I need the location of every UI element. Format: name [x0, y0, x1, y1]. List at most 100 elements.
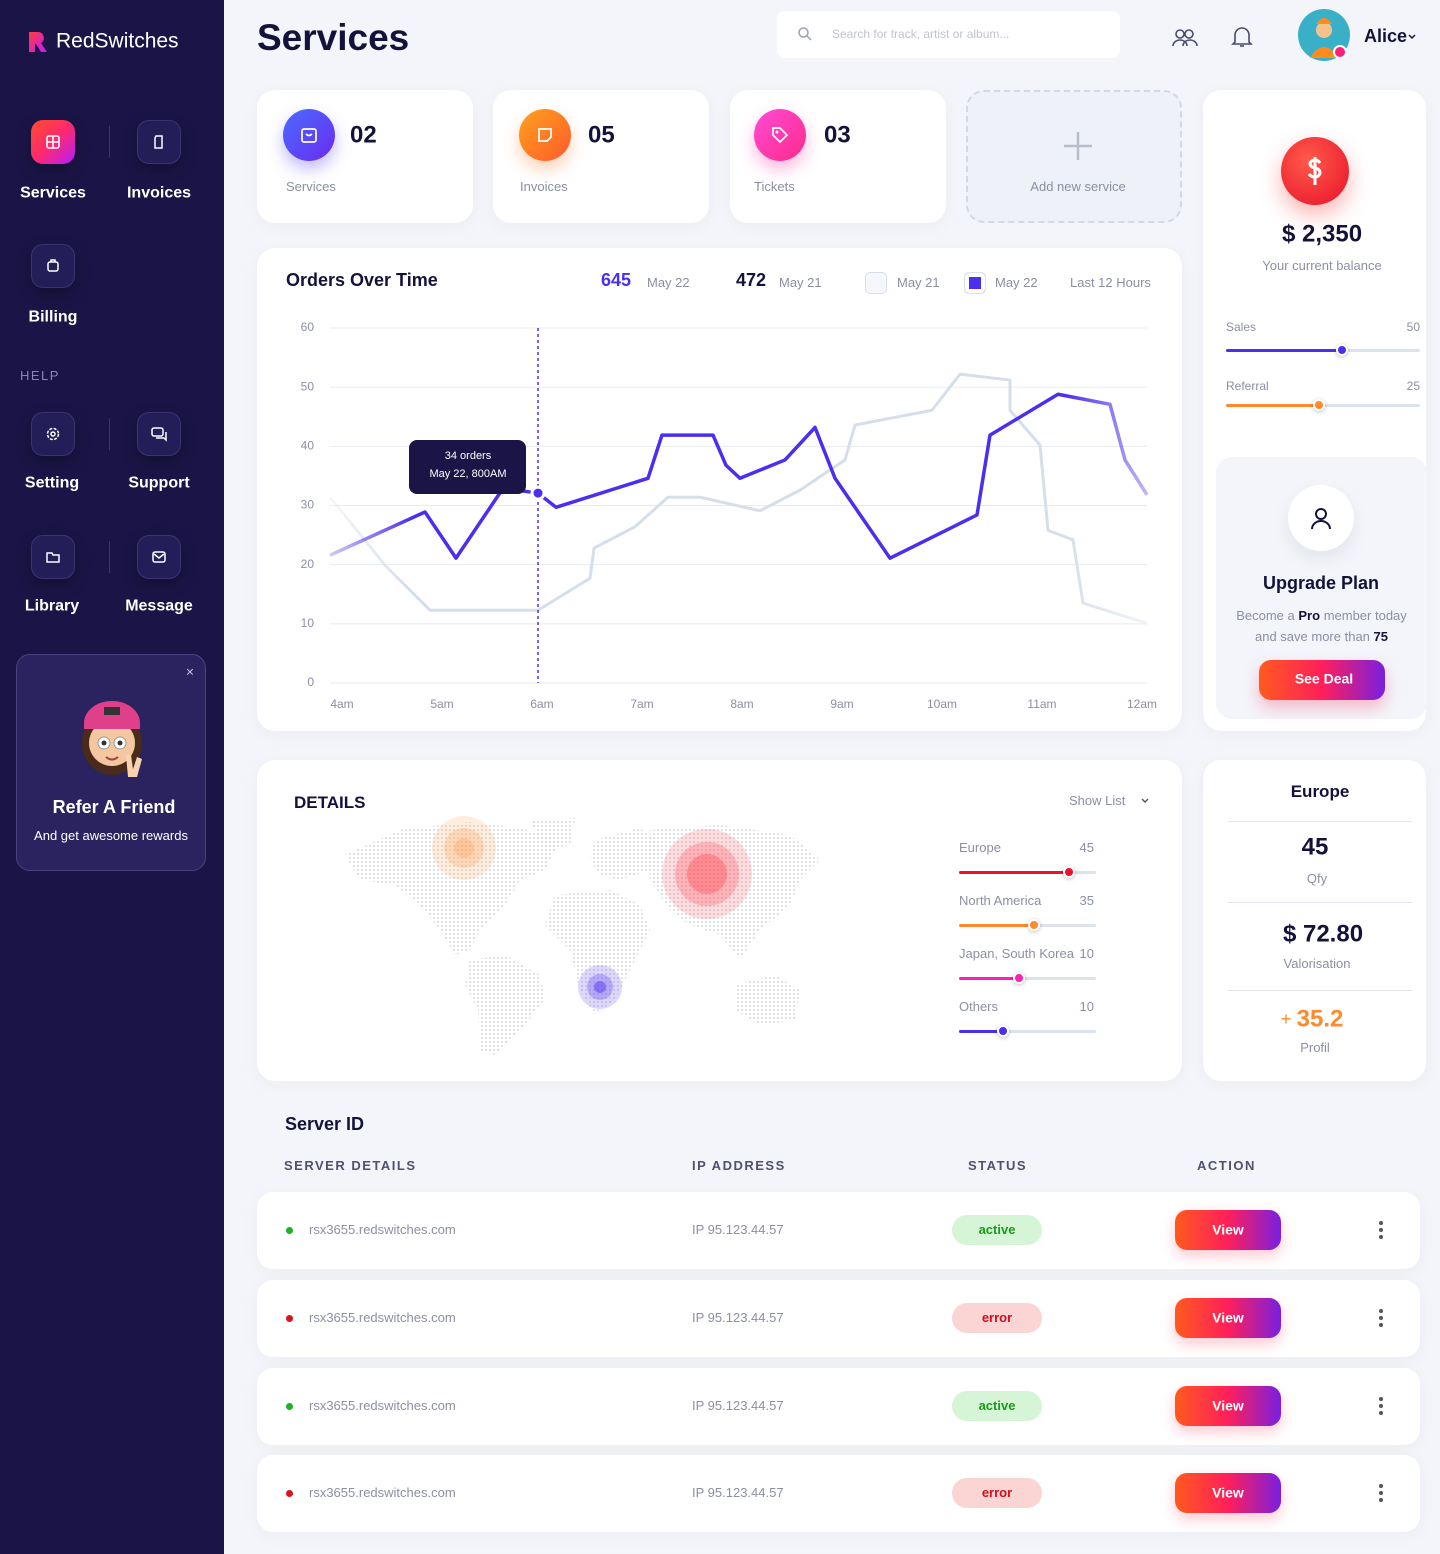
slider-thumb[interactable] — [1013, 972, 1026, 984]
divider — [1228, 990, 1412, 991]
range-select[interactable]: Last 12 Hours — [1070, 275, 1151, 291]
slider-track — [959, 972, 1096, 984]
profit-sign: + — [1280, 1009, 1292, 1030]
slider-track — [959, 866, 1096, 878]
see-deal-button[interactable] — [1259, 660, 1385, 700]
more-menu[interactable] — [1377, 1220, 1385, 1240]
nav-label[interactable]: Services — [20, 184, 86, 202]
promo-avatar — [82, 701, 142, 777]
legend-label[interactable]: May 21 — [897, 275, 940, 291]
slider-thumb[interactable] — [1028, 919, 1041, 931]
logo — [29, 32, 47, 52]
legend-label[interactable]: May 22 — [995, 275, 1038, 291]
nav-label[interactable]: Invoices — [126, 184, 192, 202]
table-title: Server ID — [285, 1114, 365, 1135]
slider-thumb[interactable] — [1062, 866, 1075, 878]
slider-label: Sales — [1226, 319, 1257, 334]
server-ip: IP 95.123.44.57 — [692, 1310, 784, 1326]
search-box[interactable] — [777, 11, 1120, 58]
summary-label: May 21 — [779, 275, 822, 291]
status-dot — [286, 1490, 293, 1497]
nav-message[interactable] — [137, 535, 181, 579]
chart: 0 10 20 30 40 50 60 4am 5am 6am 7am 8am 9am 10am 11am 1… — [301, 320, 1157, 711]
chart-card: 0 10 20 30 40 50 60 4am 5am 6am 7am 8am 9am 10am 11am 1… — [257, 248, 1182, 731]
nav-invoices[interactable] — [137, 120, 181, 164]
user-avatar[interactable] — [1296, 8, 1356, 64]
nav-label[interactable]: Library — [24, 597, 80, 615]
view-button[interactable] — [1175, 1298, 1281, 1338]
server-host: rsx3655.redswitches.com — [309, 1485, 456, 1501]
x-tick-label: 10am — [927, 697, 957, 711]
world-map — [345, 816, 820, 1055]
page-title: Services — [257, 16, 410, 58]
show-list[interactable]: Show List — [1069, 793, 1126, 809]
nav-support[interactable] — [137, 412, 181, 456]
region-name: Japan, South Korea — [959, 946, 1074, 962]
y-tick-label: 40 — [301, 439, 315, 453]
add-service-label: Add new service — [1030, 179, 1126, 195]
stat-card — [257, 90, 473, 223]
slider-value: 50 — [1406, 319, 1420, 334]
column-header: ACTION — [1197, 1158, 1256, 1174]
slider-label: Referral — [1226, 378, 1269, 393]
view-button[interactable] — [1175, 1386, 1281, 1426]
close-button[interactable]: × — [185, 663, 195, 680]
view-label[interactable]: View — [1212, 1484, 1244, 1501]
region-value: 45 — [1079, 840, 1094, 856]
details-card — [257, 760, 1182, 1081]
add-service-card[interactable] — [966, 90, 1182, 223]
view-label[interactable]: View — [1212, 1397, 1244, 1414]
column-header: SERVER DETAILS — [284, 1158, 417, 1174]
server-status: active — [978, 1222, 1016, 1238]
view-label[interactable]: View — [1212, 1221, 1244, 1238]
stat-label: Services — [286, 179, 336, 195]
server-ip: IP 95.123.44.57 — [692, 1398, 784, 1414]
legend-swatch[interactable] — [964, 272, 986, 294]
server-status: active — [978, 1398, 1016, 1414]
nav-setting[interactable] — [31, 412, 75, 456]
view-label[interactable]: View — [1212, 1309, 1244, 1326]
slider-track — [959, 1025, 1096, 1037]
more-menu[interactable] — [1377, 1483, 1385, 1503]
legend-swatch[interactable] — [865, 272, 887, 294]
slider-thumb[interactable] — [996, 1025, 1009, 1037]
server-ip: IP 95.123.44.57 — [692, 1222, 784, 1238]
status-pill — [952, 1478, 1042, 1508]
x-tick-label: 5am — [430, 697, 453, 711]
summary-value: 645 — [601, 270, 632, 291]
nav-label[interactable]: Support — [128, 474, 190, 492]
users-icon[interactable] — [1172, 26, 1198, 48]
x-tick-label: 4am — [330, 697, 353, 711]
x-tick-label: 7am — [630, 697, 653, 711]
upgrade-text: Become a Pro member today and save more t… — [1216, 605, 1427, 647]
divider — [1228, 902, 1412, 903]
region-title: Europe — [1290, 781, 1350, 801]
brand: RedSwitches — [56, 29, 179, 53]
nav-label[interactable]: Message — [125, 597, 193, 615]
nav-billing[interactable] — [31, 244, 75, 288]
nav-label[interactable]: Billing — [28, 308, 78, 326]
slider-track — [959, 919, 1096, 931]
more-menu[interactable] — [1377, 1396, 1385, 1416]
more-menu[interactable] — [1377, 1308, 1385, 1328]
upgrade-box: Become a Pro member today and save more t… — [1216, 457, 1427, 719]
bell-icon[interactable] — [1231, 25, 1253, 49]
upgrade-title: Upgrade Plan — [1262, 573, 1380, 594]
view-button[interactable] — [1175, 1473, 1281, 1513]
nav-services[interactable] — [31, 120, 75, 164]
view-button[interactable] — [1175, 1210, 1281, 1250]
text: Pro — [1298, 608, 1321, 623]
see-deal-label[interactable]: See Deal — [1294, 670, 1354, 687]
slider-track — [1226, 399, 1420, 411]
x-tick-label: 6am — [530, 697, 553, 711]
stat-icon — [519, 109, 571, 161]
region-panel — [1203, 760, 1426, 1081]
stat-card — [730, 90, 946, 223]
slider-fill — [959, 977, 1020, 980]
nav-library[interactable] — [31, 535, 75, 579]
table-row — [257, 1455, 1420, 1532]
nav-label[interactable]: Setting — [24, 474, 80, 492]
valorisation-value: $ 72.80 — [1282, 920, 1364, 948]
tooltip-title: 34 orders — [445, 450, 492, 462]
